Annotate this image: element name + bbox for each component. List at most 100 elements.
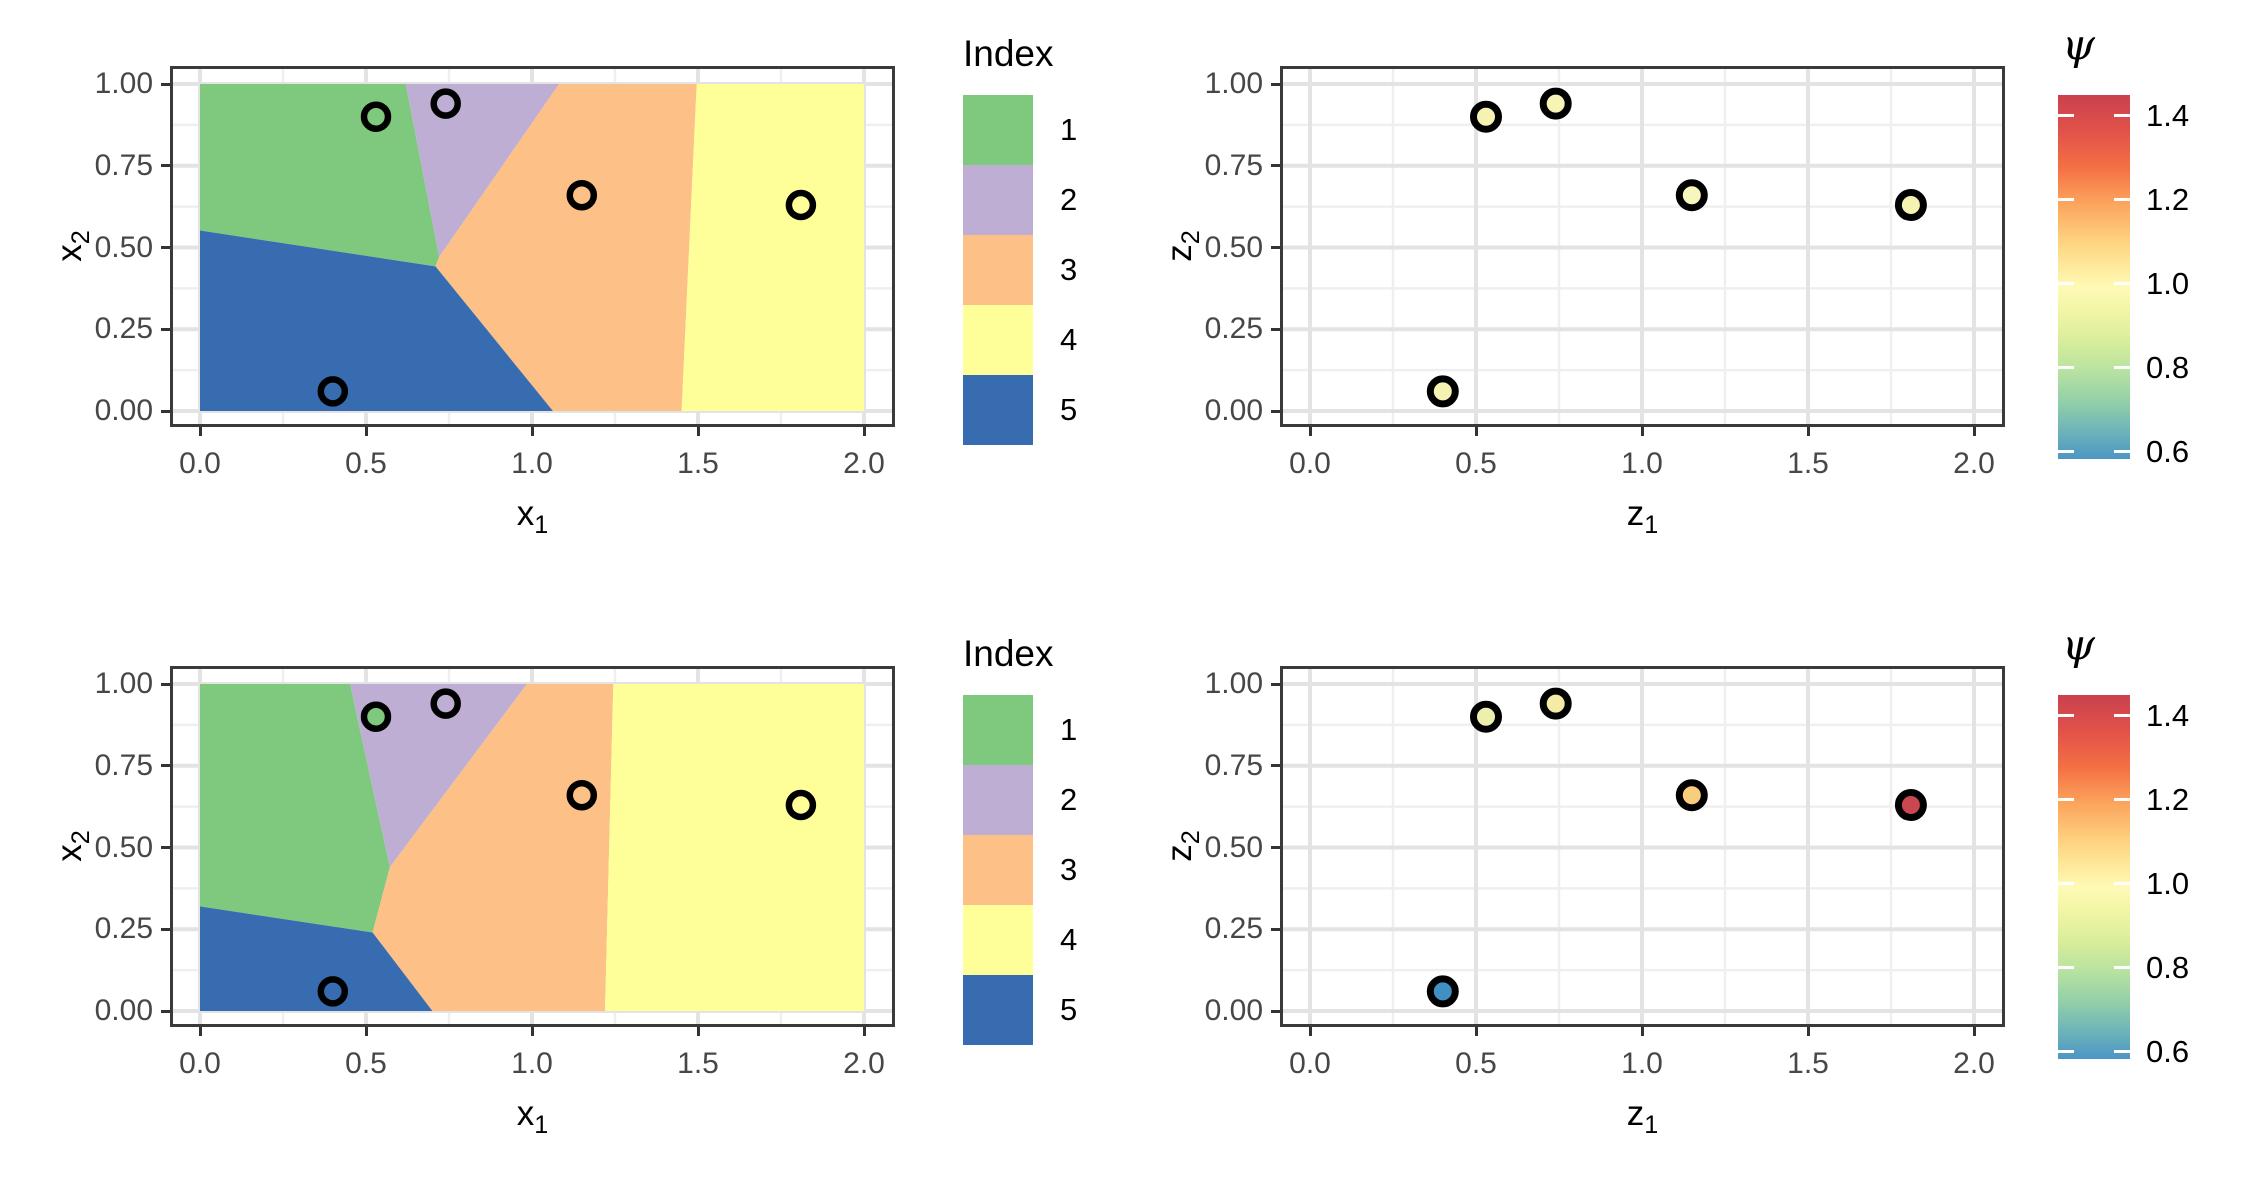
x-tick-label: 1.5 — [1787, 1047, 1829, 1080]
y-axis-title-bottom-right: z2 — [1160, 829, 1205, 862]
x-tick-mark — [198, 1027, 202, 1036]
index-legend-label-1: 1 — [1060, 712, 1078, 747]
region-index-5 — [200, 230, 553, 411]
y-tick-mark — [1271, 246, 1280, 249]
data-point-top-right-3 — [1675, 179, 1708, 212]
y-tick-label: 1.00 — [1204, 67, 1263, 100]
plot-panel-bottom-right — [1280, 666, 2005, 1027]
region-index-4 — [681, 84, 864, 411]
x-tick-mark — [862, 427, 866, 436]
x-tick-label: 0.5 — [1455, 1047, 1497, 1080]
x-tick-label: 1.5 — [1787, 447, 1829, 480]
psi-colorbar-tick-left — [2058, 449, 2074, 453]
psi-colorbar-tick-left — [2058, 965, 2074, 969]
data-point-bottom-right-5 — [1426, 975, 1459, 1008]
y-tick-mark — [1271, 409, 1280, 413]
y-tick-label: 0.50 — [94, 230, 153, 264]
index-legend-label-4: 4 — [1060, 922, 1078, 957]
x-tick-mark — [530, 427, 534, 436]
index-legend-label-5: 5 — [1060, 992, 1078, 1027]
y-tick-label: 0.50 — [94, 830, 153, 864]
x-tick-label: 1.0 — [511, 1047, 553, 1080]
x-tick-mark — [696, 427, 700, 436]
index-legend-label-2: 2 — [1060, 182, 1078, 217]
y-tick-label: 0.00 — [94, 394, 153, 427]
psi-colorbar-tick-left — [2058, 113, 2074, 117]
x-tick-label: 2.0 — [843, 1047, 885, 1080]
y-tick-label: 0.50 — [1204, 230, 1263, 264]
x-tick-label: 1.0 — [1621, 447, 1663, 480]
index-legend-label-5: 5 — [1060, 392, 1078, 427]
y-tick-mark — [1271, 682, 1280, 686]
index-legend-title: Index — [963, 633, 1054, 674]
data-point-top-left-2 — [430, 88, 461, 119]
data-point-bottom-right-4 — [1894, 789, 1927, 821]
y-tick-label: 1.00 — [94, 67, 153, 100]
x-tick-label: 2.0 — [1953, 447, 1995, 480]
index-legend-swatch-3 — [963, 835, 1033, 905]
plot-panel-top-right — [1280, 66, 2005, 427]
region-index-4 — [605, 684, 864, 1011]
psi-legend-title: ψ — [2062, 620, 2095, 669]
index-legend-swatch-5 — [963, 375, 1033, 445]
psi-colorbar-tick-right — [2114, 281, 2130, 285]
y-tick-label: 1.00 — [1204, 667, 1263, 700]
psi-colorbar-label-0.8: 0.8 — [2146, 950, 2190, 986]
y-tick-mark — [161, 927, 170, 931]
plot-panel-top-left — [170, 66, 895, 427]
psi-colorbar-label-0.6: 0.6 — [2146, 1034, 2190, 1070]
index-legend-swatch-3 — [963, 235, 1033, 305]
y-tick-mark — [1271, 82, 1280, 86]
y-axis-title-top-right: z2 — [1160, 229, 1205, 262]
y-tick-label: 0.75 — [94, 748, 153, 782]
x-tick-label: 2.0 — [1953, 1047, 1995, 1080]
y-tick-mark — [161, 82, 170, 86]
x-tick-mark — [530, 1027, 534, 1036]
index-legend-swatch-5 — [963, 975, 1033, 1045]
x-axis-title-top-right: z1 — [1626, 494, 1659, 539]
psi-colorbar-tick-left — [2058, 881, 2074, 885]
y-tick-mark — [161, 164, 170, 168]
psi-colorbar-tick-left — [2058, 365, 2074, 369]
y-tick-label: 0.25 — [1204, 912, 1263, 946]
y-tick-mark — [161, 846, 170, 849]
data-point-bottom-left-4 — [785, 789, 817, 821]
x-tick-mark — [364, 1027, 368, 1036]
y-tick-label: 0.75 — [94, 148, 153, 182]
data-point-top-right-2 — [1539, 87, 1572, 120]
index-legend-swatch-4 — [963, 905, 1033, 975]
psi-colorbar-tick-right — [2114, 365, 2130, 369]
y-tick-label: 0.75 — [1204, 148, 1263, 182]
y-tick-mark — [161, 246, 170, 249]
data-point-top-left-4 — [785, 189, 817, 221]
region-index-2 — [405, 84, 560, 257]
index-legend-swatch-4 — [963, 305, 1033, 375]
x-tick-label: 0.0 — [179, 1047, 221, 1080]
data-point-bottom-right-1 — [1470, 700, 1502, 733]
x-tick-label: 2.0 — [843, 447, 885, 480]
y-tick-label: 0.50 — [1204, 830, 1263, 864]
psi-colorbar-tick-right — [2114, 965, 2130, 969]
x-tick-mark — [1640, 427, 1644, 436]
index-legend-label-3: 3 — [1060, 852, 1078, 887]
y-tick-label: 1.00 — [94, 667, 153, 700]
psi-colorbar-tick-left — [2058, 797, 2074, 801]
region-index-3 — [435, 84, 697, 411]
psi-colorbar-tick-right — [2114, 1049, 2130, 1053]
x-tick-label: 0.0 — [1289, 447, 1331, 480]
data-point-top-left-5 — [317, 376, 349, 407]
index-legend-swatch-1 — [963, 695, 1033, 765]
y-tick-mark — [1271, 164, 1280, 168]
x-axis-title-top-left: x1 — [516, 494, 549, 539]
index-legend-label-3: 3 — [1060, 252, 1078, 287]
y-tick-mark — [1271, 927, 1280, 931]
psi-colorbar-label-0.6: 0.6 — [2146, 434, 2190, 470]
data-point-top-left-3 — [566, 179, 598, 211]
data-point-bottom-right-3 — [1675, 779, 1708, 812]
y-axis-title-top-left: x2 — [50, 229, 95, 262]
psi-colorbar-tick-right — [2114, 197, 2130, 201]
psi-colorbar-tick-right — [2114, 881, 2130, 885]
y-tick-mark — [1271, 1009, 1280, 1013]
y-tick-mark — [161, 682, 170, 686]
x-tick-label: 0.0 — [1289, 1047, 1331, 1080]
